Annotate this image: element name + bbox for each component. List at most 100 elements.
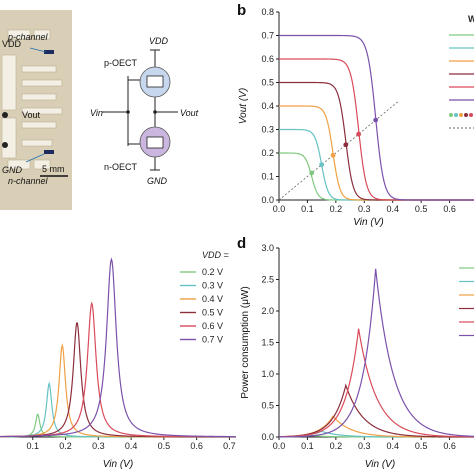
inverter-schematic xyxy=(102,49,178,171)
x-axis-title: Vin (V) xyxy=(103,459,133,470)
panel-c-legend: VDD = 0.2 V 0.3 V 0.4 V 0.5 V 0.6 V 0.7 V xyxy=(180,250,229,345)
via-dot xyxy=(2,142,8,148)
x-tick-label: 0.3 xyxy=(358,441,371,451)
x-tick-label: 0.4 xyxy=(386,204,399,214)
legend-label: 0.5 V xyxy=(202,308,223,318)
n-channel-strip xyxy=(44,150,54,154)
legend-dot-swatch xyxy=(469,113,473,117)
x-tick-label: 0.3 xyxy=(92,441,105,451)
n-channel-pointer xyxy=(25,153,45,163)
x-tick-label: 0.0 xyxy=(273,441,286,451)
legend-title: W xyxy=(468,14,474,24)
legend-dot-swatch xyxy=(449,113,453,117)
vtc-curve xyxy=(279,81,474,201)
input-node xyxy=(126,110,130,114)
switching-point xyxy=(373,117,379,123)
x-tick-label: 0.5 xyxy=(415,204,428,214)
x-tick-label: 0.5 xyxy=(415,441,428,451)
panel-c-plot: 0.1 0.2 0.3 0.4 0.5 0.6 0.7 Vin (V) xyxy=(0,257,236,470)
switching-point xyxy=(343,142,349,148)
p-channel-pointer xyxy=(29,47,47,53)
photo-electrodes xyxy=(1,29,63,170)
y-tick-label: 0.5 xyxy=(261,401,274,411)
panel-d-plot: 0.0 0.1 0.2 0.3 0.4 0.5 0.6 0.0 0.5 1.0 1.5 2.0 2.5 3… xyxy=(240,243,474,470)
power-curve xyxy=(278,383,474,438)
via-dot xyxy=(2,112,8,118)
x-tick-label: 0.6 xyxy=(190,441,203,451)
x-tick-label: 0.5 xyxy=(158,441,171,451)
photo-p-channel-label: p-channel xyxy=(7,32,49,42)
x-tick-label: 0.7 xyxy=(223,441,236,451)
y-tick-label: 1.5 xyxy=(261,338,274,348)
legend-label: 0.2 V xyxy=(202,267,223,277)
x-tick-label: 0.6 xyxy=(443,204,456,214)
switching-point xyxy=(330,152,336,158)
panel-b: b 0.0 0.1 0.2 0.3 0.4 0.5 0.60.00.10.20.30.40.… xyxy=(237,2,474,228)
switching-point xyxy=(319,162,325,168)
schematic-vout-label: Vout xyxy=(180,108,199,118)
y-axis-title: Vout (V) xyxy=(238,88,249,124)
gain-curve xyxy=(0,301,236,438)
scale-bar-label: 5 mm xyxy=(42,164,65,174)
y-tick-label: 0.3 xyxy=(261,125,274,135)
schematic-vdd-label: VDD xyxy=(149,36,169,46)
panel-b-legend: W xyxy=(449,14,474,129)
x-tick-label: 0.2 xyxy=(59,441,72,451)
legend-label: 0.7 V xyxy=(202,335,223,345)
panel-b-letter: b xyxy=(237,2,246,19)
panel-d-letter: d xyxy=(237,235,246,252)
x-tick-label: 0.2 xyxy=(330,441,343,451)
y-axis-title: Power consumption (μW) xyxy=(240,286,251,398)
legend-dot-swatch xyxy=(459,113,463,117)
x-tick-label: 0.4 xyxy=(125,441,138,451)
photo-vout-label: Vout xyxy=(22,110,41,120)
y-tick-label: 0.8 xyxy=(261,7,274,17)
y-tick-label: 0.0 xyxy=(261,432,274,442)
photo-vdd-label: VDD xyxy=(2,39,22,49)
panel-d-legend xyxy=(459,267,474,337)
p-oect-label: p-OECT xyxy=(104,58,138,68)
y-tick-label: 0.6 xyxy=(261,54,274,64)
p-oect-channel xyxy=(146,75,164,88)
x-tick-label: 0.0 xyxy=(273,204,286,214)
legend-dot-swatch xyxy=(454,113,458,117)
n-oect-channel xyxy=(146,136,164,149)
vtc-curve xyxy=(279,152,474,201)
p-channel-strip xyxy=(44,50,54,54)
power-curve xyxy=(278,328,474,438)
y-tick-label: 0.2 xyxy=(261,148,274,158)
y-tick-label: 0.5 xyxy=(261,78,274,88)
x-tick-label: 0.2 xyxy=(330,204,343,214)
x-tick-label: 0.1 xyxy=(301,204,314,214)
x-tick-label: 0.6 xyxy=(443,441,456,451)
legend-label: 0.4 V xyxy=(202,294,223,304)
vtc-curve xyxy=(279,34,474,201)
photo-gnd-label: GND xyxy=(2,165,23,175)
gain-curve xyxy=(0,257,236,438)
x-axis-title: Vin (V) xyxy=(353,217,383,228)
n-oect-label: n-OECT xyxy=(104,162,138,172)
panel-b-plot: 0.0 0.1 0.2 0.3 0.4 0.5 0.6 0.0 0.1 0.2 0.3 0.4 0.5 0… xyxy=(238,7,474,228)
legend-title: VDD = xyxy=(202,250,229,260)
y-tick-label: 0.0 xyxy=(261,195,274,205)
legend-dot-swatch xyxy=(464,113,468,117)
y-tick-label: 0.4 xyxy=(261,101,274,111)
power-curve xyxy=(278,268,474,438)
x-axis-title: Vin (V) xyxy=(365,459,395,470)
gain-curve xyxy=(0,381,236,438)
y-tick-label: 2.0 xyxy=(261,306,274,316)
x-tick-label: 0.1 xyxy=(301,441,314,451)
panel-a: VDD p-channel Vout GND n-channel 5 mm VD… xyxy=(0,10,199,210)
x-tick-label: 0.3 xyxy=(358,204,371,214)
panel-d: d 0.0 0.1 0.2 0.3 0.4 0.5 0.6 0.0 0.5 1.0 1.5 2.0 2.… xyxy=(237,235,474,470)
switching-point xyxy=(356,131,361,137)
y-tick-label: 0.1 xyxy=(261,172,274,182)
photo-n-channel-label: n-channel xyxy=(8,176,49,186)
schematic-gnd-label: GND xyxy=(147,176,168,186)
y-tick-label: 1.0 xyxy=(261,369,274,379)
switching-point xyxy=(309,170,315,176)
x-tick-label: 0.4 xyxy=(386,441,399,451)
y-tick-label: 0.7 xyxy=(261,31,274,41)
